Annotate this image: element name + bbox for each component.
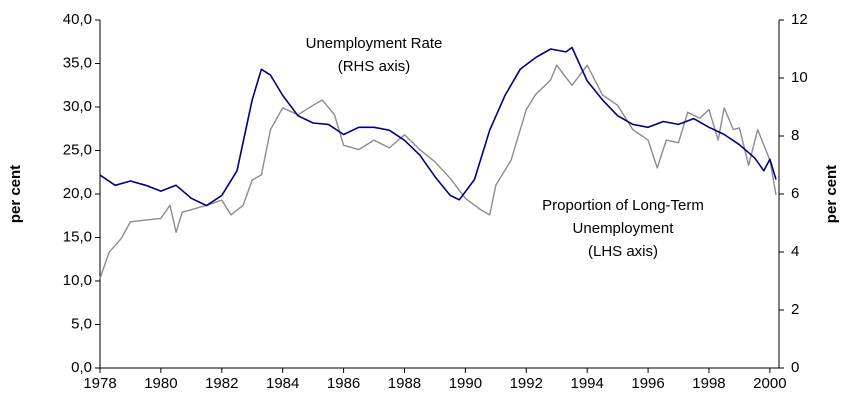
y-tick-label: 40,0: [63, 11, 92, 28]
x-tick-label: 1998: [692, 375, 725, 392]
y-tick-label: 5,0: [71, 315, 92, 332]
annotation: Unemployment Rate: [306, 35, 443, 52]
x-tick-label: 2000: [753, 375, 786, 392]
y2-tick-label: 2: [791, 301, 799, 318]
x-tick-label: 1980: [144, 375, 177, 392]
y2-tick-label: 0: [791, 359, 799, 376]
annotation: (LHS axis): [588, 243, 658, 260]
y-axis-label: per cent: [7, 165, 24, 223]
x-tick-label: 1982: [205, 375, 238, 392]
x-tick-label: 1984: [266, 375, 299, 392]
y-tick-label: 30,0: [63, 98, 92, 115]
y2-tick-label: 6: [791, 185, 799, 202]
x-tick-label: 1988: [388, 375, 421, 392]
y-tick-label: 25,0: [63, 141, 92, 158]
annotation: Unemployment: [573, 220, 675, 237]
y2-tick-label: 12: [791, 11, 808, 28]
y-tick-label: 10,0: [63, 272, 92, 289]
y-tick-label: 20,0: [63, 185, 92, 202]
y2-tick-label: 10: [791, 69, 808, 86]
series-line: [99, 46, 777, 207]
annotation: Proportion of Long-Term: [542, 197, 704, 214]
x-tick-label: 1978: [83, 375, 116, 392]
y-tick-label: 35,0: [63, 54, 92, 71]
annotation: (RHS axis): [338, 58, 411, 75]
y-tick-label: 0,0: [71, 359, 92, 376]
x-tick-label: 1994: [570, 375, 603, 392]
y2-tick-label: 8: [791, 127, 799, 144]
y2-tick-label: 4: [791, 243, 799, 260]
x-tick-label: 1992: [510, 375, 543, 392]
series-line: [99, 64, 777, 279]
x-tick-label: 1986: [327, 375, 360, 392]
x-tick-label: 1990: [449, 375, 482, 392]
y-tick-label: 15,0: [63, 228, 92, 245]
y2-axis-label: per cent: [823, 165, 840, 223]
x-tick-label: 1996: [631, 375, 664, 392]
